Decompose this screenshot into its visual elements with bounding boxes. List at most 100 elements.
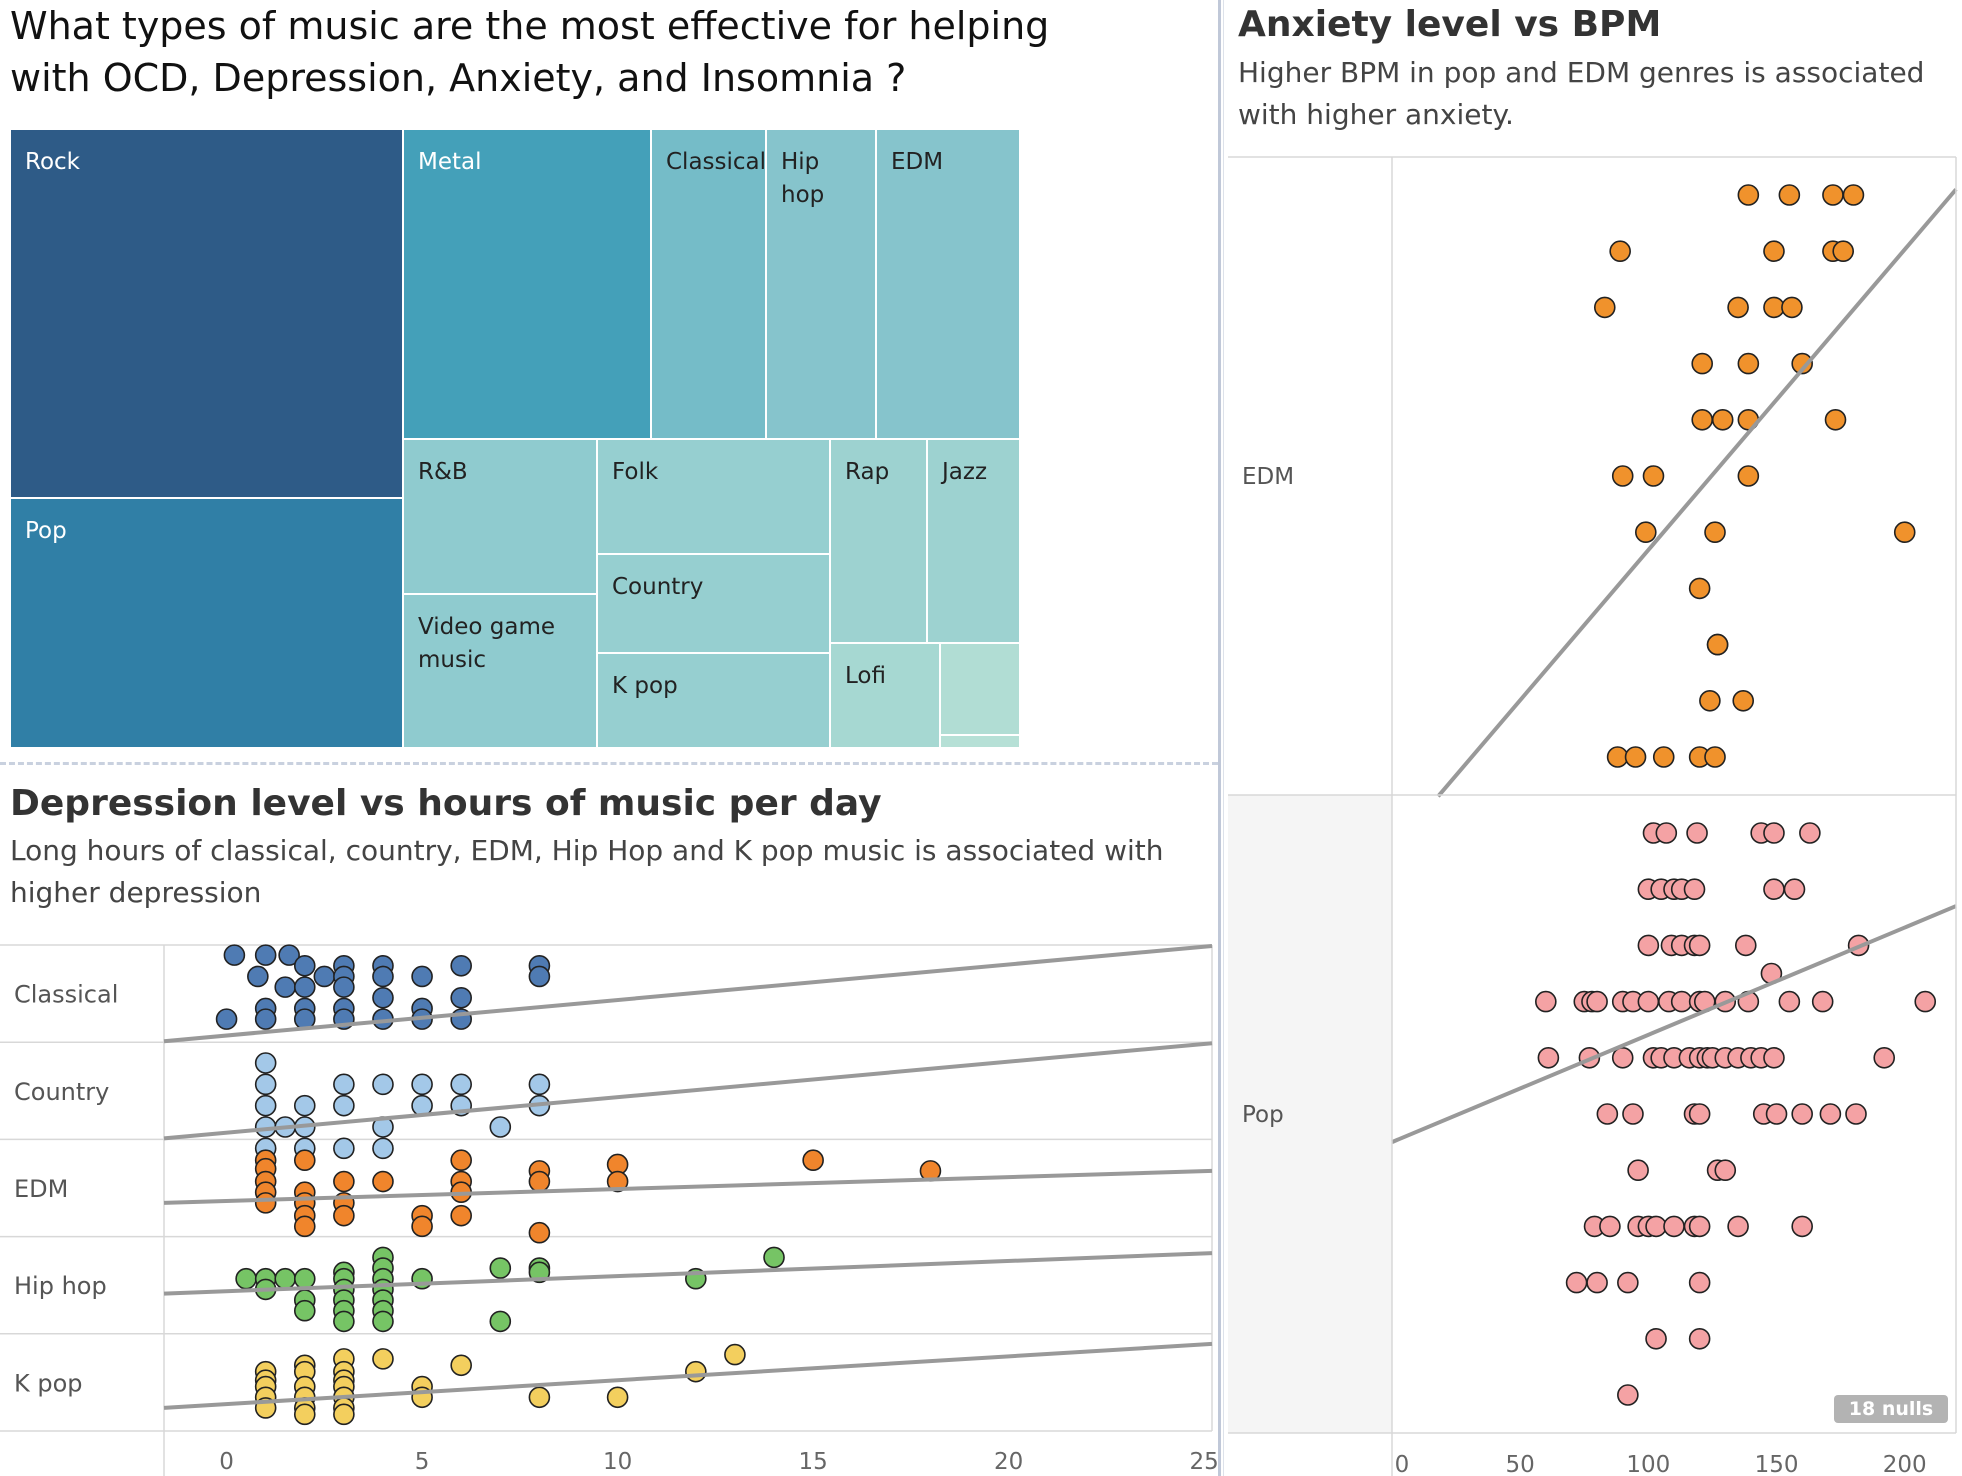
treemap-cell-hip-hop[interactable]: Hip hop [766,129,876,439]
anxiety-point[interactable] [1683,878,1706,901]
anxiety-point[interactable] [1596,1103,1619,1125]
anxiety-point[interactable] [1688,1103,1711,1125]
depression-point[interactable] [372,1073,394,1096]
depression-point[interactable] [293,1094,316,1117]
depression-point[interactable] [293,1215,316,1238]
anxiety-point[interactable] [1799,822,1821,844]
depression-point[interactable] [724,1343,746,1366]
treemap-cell-edm[interactable]: EDM [876,129,1020,439]
anxiety-point[interactable] [1832,240,1854,262]
anxiety-point[interactable] [1655,822,1678,844]
anxiety-point[interactable] [1670,990,1693,1013]
treemap-cell-metal[interactable]: Metal [403,129,651,439]
depression-point[interactable] [254,1052,277,1074]
anxiety-point[interactable] [1734,934,1757,957]
depression-point[interactable] [411,1215,433,1238]
anxiety-point[interactable] [1565,1271,1588,1294]
anxiety-point[interactable] [1627,1159,1649,1181]
depression-point[interactable] [528,1386,551,1409]
depression-point[interactable] [215,1008,238,1030]
anxiety-point[interactable] [1778,184,1801,206]
anxiety-point[interactable] [1704,521,1726,544]
anxiety-point[interactable] [1778,990,1801,1013]
anxiety-point[interactable] [1737,352,1760,375]
treemap-cell-classical[interactable]: Classical [651,129,766,439]
anxiety-point[interactable] [1824,408,1847,431]
depression-point[interactable] [372,1310,394,1333]
anxiety-point[interactable] [1691,408,1713,431]
depression-point[interactable] [333,1094,355,1117]
depression-point[interactable] [606,1170,629,1193]
anxiety-point[interactable] [1609,240,1631,262]
anxiety-point[interactable] [1622,1103,1644,1125]
anxiety-point[interactable] [1535,990,1557,1013]
anxiety-point[interactable] [1688,1271,1711,1294]
depression-point[interactable] [802,1149,824,1171]
depression-point[interactable] [293,954,316,977]
depression-point[interactable] [528,1221,551,1244]
depression-point[interactable] [489,1310,512,1333]
treemap-cell-country[interactable]: Country [597,554,830,653]
anxiety-point[interactable] [1663,1215,1685,1238]
anxiety-point[interactable] [1842,184,1865,206]
anxiety-point[interactable] [1811,990,1834,1013]
depression-point[interactable] [333,1204,355,1227]
anxiety-point[interactable] [1914,990,1937,1013]
treemap-cell-unlabeled-14[interactable] [940,643,1020,735]
anxiety-point[interactable] [1765,1103,1788,1125]
depression-point[interactable] [293,976,316,998]
depression-point[interactable] [333,1170,355,1193]
anxiety-point[interactable] [1845,1103,1867,1125]
anxiety-point[interactable] [1727,296,1749,319]
anxiety-point[interactable] [1706,633,1729,656]
treemap-cell-video-game-music[interactable]: Video game music [403,594,597,748]
depression-point[interactable] [450,1149,472,1171]
depression-point[interactable] [254,1008,277,1030]
depression-point[interactable] [372,1348,394,1370]
treemap-cell-unlabeled-15[interactable] [940,735,1020,748]
anxiety-point[interactable] [1763,878,1785,901]
nulls-badge[interactable]: 18 nulls [1834,1395,1948,1423]
anxiety-point[interactable] [1586,990,1608,1013]
depression-point[interactable] [450,954,472,977]
depression-point[interactable] [223,944,246,966]
anxiety-point[interactable] [1763,1047,1785,1069]
anxiety-point[interactable] [1642,465,1665,487]
anxiety-point[interactable] [1791,1103,1813,1125]
depression-point[interactable] [247,965,269,988]
anxiety-point[interactable] [1763,822,1785,844]
anxiety-point[interactable] [1737,184,1760,206]
depression-point[interactable] [411,965,433,988]
anxiety-point[interactable] [1763,296,1785,319]
depression-point[interactable] [450,986,472,1009]
depression-point[interactable] [489,1257,512,1279]
anxiety-point[interactable] [1822,184,1844,206]
depression-point[interactable] [333,1073,355,1096]
anxiety-point[interactable] [1586,1271,1608,1294]
anxiety-point[interactable] [1763,240,1785,262]
anxiety-point[interactable] [1617,1271,1639,1294]
depression-point[interactable] [528,965,551,988]
anxiety-point[interactable] [1688,1328,1711,1350]
anxiety-point[interactable] [1732,689,1755,712]
anxiety-point[interactable] [1688,577,1711,600]
anxiety-point[interactable] [1599,1215,1621,1238]
anxiety-point[interactable] [1704,746,1726,768]
depression-point[interactable] [372,1170,394,1193]
treemap-cell-r-b[interactable]: R&B [403,439,597,594]
anxiety-point[interactable] [1645,1215,1667,1238]
treemap-cell-folk[interactable]: Folk [597,439,830,554]
depression-point[interactable] [450,1354,472,1377]
anxiety-point[interactable] [1611,465,1634,487]
anxiety-point[interactable] [1606,746,1629,768]
depression-point[interactable] [333,1137,355,1160]
depression-point[interactable] [333,976,355,998]
depression-point[interactable] [372,986,394,1009]
depression-point[interactable] [763,1246,785,1269]
anxiety-point[interactable] [1819,1103,1842,1125]
depression-point[interactable] [606,1386,629,1409]
anxiety-point[interactable] [1893,521,1916,544]
depression-point[interactable] [333,1310,355,1333]
anxiety-point[interactable] [1714,1159,1737,1181]
depression-point[interactable] [254,944,277,966]
